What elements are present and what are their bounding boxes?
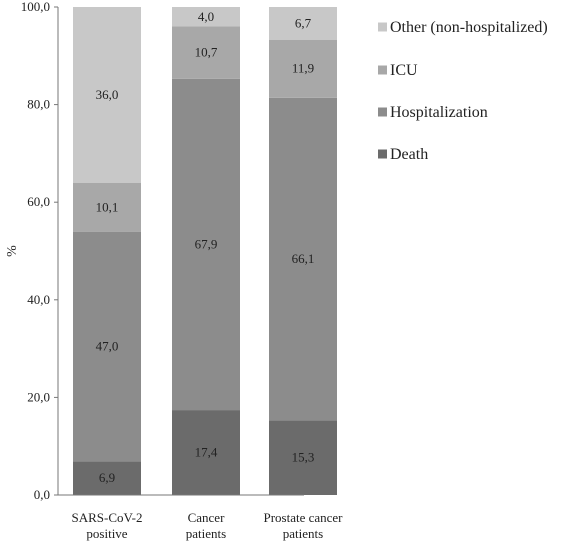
data-label: 66,1 [292,251,315,266]
bar-segment [73,231,141,462]
y-tick-label: 20,0 [27,389,50,404]
x-tick-label-line: SARS-CoV-2 [71,510,142,525]
bar-segment [73,461,141,495]
data-label: 11,9 [292,61,314,76]
y-tick-label: 0,0 [34,487,50,502]
bar-segment [172,26,240,79]
data-label: 4,0 [198,9,214,24]
data-label: 10,7 [195,45,218,60]
data-label: 36,0 [96,87,119,102]
x-tick-label-line: positive [86,526,127,541]
data-label: 47,0 [96,339,119,354]
legend-swatch [378,149,387,159]
x-tick-label-line: patients [283,526,323,541]
bar-segment [269,39,337,98]
legend-label: Other (non-hospitalized) [390,19,548,36]
x-tick-label: SARS-CoV-2 positive [71,510,142,541]
y-axis: 0,0 20,0 40,0 60,0 80,0 100,0% [5,0,59,502]
x-tick-label-line: patients [186,526,226,541]
data-label: 10,1 [96,199,119,214]
legend-swatch [378,22,387,32]
bar-segment [172,78,240,411]
x-tick-label-line: Prostate cancer [263,510,343,525]
x-tick-label: Cancer patients [186,510,226,541]
data-label: 17,4 [195,445,218,460]
y-tick-label: 40,0 [27,292,50,307]
bar-segment [172,7,240,27]
y-tick-label: 80,0 [27,97,50,112]
y-tick-label: 100,0 [21,0,50,14]
bar-segment [73,7,141,183]
legend-label: Hospitalization [390,104,488,121]
bar-segment [172,410,240,495]
y-axis-title: % [5,245,20,257]
legend: Other (non-hospitalized) ICU Hospitalizati… [378,19,548,163]
x-tick-label: Prostate cancer patients [263,510,343,541]
bar-segment [73,182,141,232]
data-label: 15,3 [292,450,315,465]
legend-swatch [378,107,387,117]
legend-label: ICU [390,62,418,79]
bars: 6,9 47,0 10,1 36,0 17,4 67,9 10,7 4,0 15,3 66,1 11… [73,7,337,495]
legend-label: Death [390,146,428,163]
bar-segment [269,420,337,495]
legend-swatch [378,65,387,75]
data-label: 6,9 [99,470,115,485]
bar-segment [269,7,337,40]
x-tick-label-line: Cancer [188,510,225,525]
bar-segment [269,97,337,421]
data-label: 6,7 [295,15,312,30]
y-tick-label: 60,0 [27,194,50,209]
data-label: 67,9 [195,236,218,251]
